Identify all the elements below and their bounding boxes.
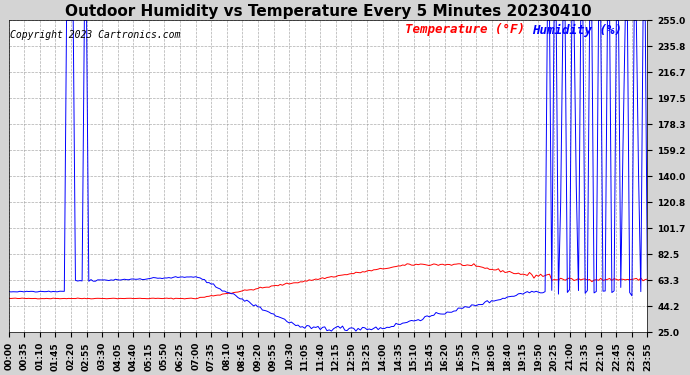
Title: Outdoor Humidity vs Temperature Every 5 Minutes 20230410: Outdoor Humidity vs Temperature Every 5 … [65,4,591,19]
Text: Humidity (%): Humidity (%) [533,24,622,36]
Text: Copyright 2023 Cartronics.com: Copyright 2023 Cartronics.com [10,30,180,40]
Text: Temperature (°F): Temperature (°F) [405,24,524,36]
